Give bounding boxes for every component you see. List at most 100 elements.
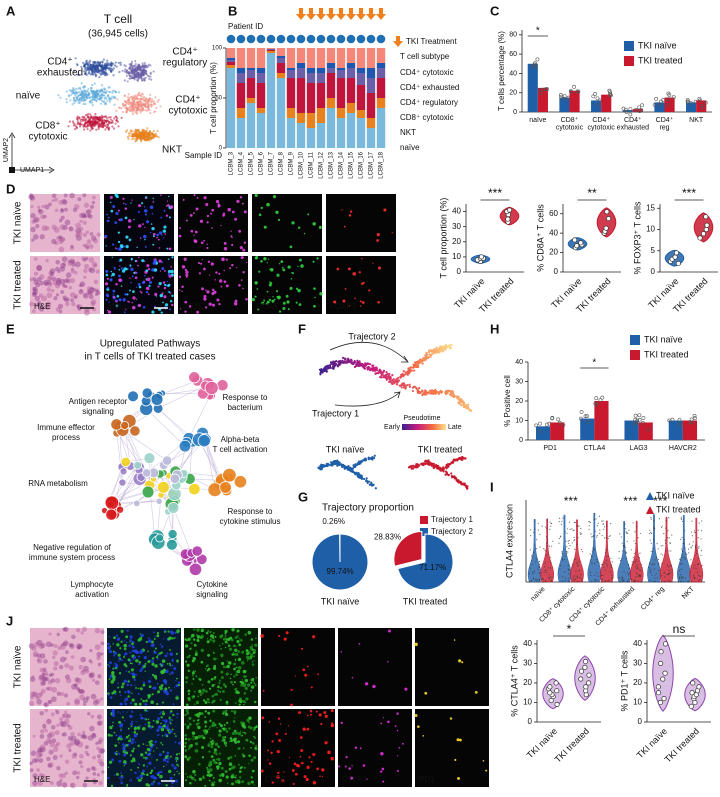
panel-label: J (6, 613, 13, 628)
umap-point (120, 64, 122, 66)
stain-signal (130, 702, 132, 704)
umap-point (92, 96, 94, 98)
umap-point (126, 70, 128, 72)
stain-signal (161, 671, 164, 674)
network-node (120, 468, 127, 475)
stain-signal (159, 282, 162, 285)
stain-signal (268, 259, 269, 260)
stain-signal (154, 664, 157, 667)
stain-signal (109, 278, 112, 281)
data-point (704, 227, 708, 231)
stain-signal (146, 710, 148, 712)
stain-signal (142, 728, 144, 730)
stain-signal (125, 652, 128, 655)
tissue-texture (53, 755, 58, 760)
bar-segment (257, 83, 265, 108)
stain-signal (237, 629, 240, 632)
stain-signal (253, 660, 254, 661)
stain-signal (196, 628, 199, 631)
stain-signal (128, 735, 130, 737)
stain-signal (147, 695, 149, 697)
stain-signal (225, 713, 228, 716)
stain-signal (360, 747, 362, 749)
tissue-texture (51, 239, 56, 244)
stain-signal (152, 674, 154, 676)
stain-signal (148, 680, 151, 683)
stain-signal (126, 752, 128, 754)
stain-signal (152, 201, 154, 203)
stain-signal (213, 781, 215, 783)
cell-point (369, 363, 371, 365)
stain-signal (208, 681, 210, 683)
stain-signal (137, 265, 139, 267)
data-point (578, 677, 582, 681)
umap-point (94, 83, 96, 85)
stain-signal (175, 780, 178, 783)
stain-signal (185, 676, 188, 679)
stain-signal (165, 784, 167, 786)
tissue-texture (54, 661, 59, 666)
tissue-texture (32, 735, 35, 738)
stain-signal (270, 752, 272, 754)
stain-signal (174, 687, 175, 688)
stain-signal (319, 775, 321, 777)
stain-signal (131, 750, 134, 753)
tissue-texture (59, 665, 64, 670)
y-tick-label: 0 (651, 267, 656, 276)
stain-signal (191, 683, 193, 685)
y-tick-label: 40 (452, 207, 461, 216)
stain-signal (125, 635, 128, 638)
umap-point (134, 95, 136, 97)
tissue-texture (71, 635, 76, 640)
umap-point (80, 94, 82, 96)
tissue-texture (62, 714, 66, 718)
tissue-texture (65, 650, 69, 654)
umap-point (151, 98, 153, 100)
bar-segment (357, 85, 365, 110)
stain-signal (167, 724, 169, 726)
stain-signal (184, 742, 187, 745)
umap-point (90, 117, 92, 119)
stain-signal (254, 747, 256, 749)
umap-point (134, 75, 136, 77)
network-node (157, 481, 169, 493)
panel-label: E (6, 321, 15, 336)
stain-signal (134, 734, 137, 737)
stain-signal (146, 745, 147, 746)
bar-segment (357, 48, 365, 68)
stain-signal (112, 643, 113, 644)
network-node (128, 391, 139, 402)
stain-signal (204, 785, 206, 787)
stain-signal (150, 677, 151, 678)
stain-signal (137, 745, 139, 747)
stain-signal (226, 284, 229, 287)
tissue-texture (59, 717, 63, 721)
stain-signal (160, 685, 161, 686)
stain-signal (313, 287, 316, 290)
tissue-texture (56, 781, 62, 787)
tissue-texture (85, 669, 89, 673)
stain-signal (323, 711, 326, 714)
stain-signal (171, 659, 173, 661)
tissue-texture (49, 731, 55, 737)
stain-signal (341, 651, 343, 653)
umap-point (87, 88, 89, 90)
umap-point (155, 107, 157, 109)
x-tick-label: CD8⁺cytotoxic (556, 116, 584, 132)
tissue-texture (47, 292, 53, 298)
tissue-texture (44, 709, 48, 713)
umap-point (145, 73, 147, 75)
stain-signal (277, 750, 280, 753)
stain-signal (156, 237, 158, 239)
stain-signal (191, 230, 194, 233)
stain-signal (171, 664, 173, 666)
tissue-texture (29, 701, 35, 707)
stain-signal (170, 205, 174, 209)
stain-signal (206, 632, 209, 635)
stain-signal (354, 298, 355, 299)
umap-point (99, 72, 101, 74)
stain-signal (240, 639, 243, 642)
pathway-label: Antigen receptor (69, 397, 128, 406)
tissue-texture (49, 632, 52, 635)
stain-signal (169, 673, 170, 674)
